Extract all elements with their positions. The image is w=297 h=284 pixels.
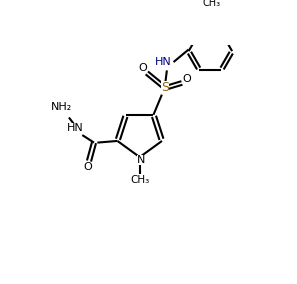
Text: O: O — [183, 74, 191, 84]
Text: HN: HN — [67, 123, 84, 133]
Text: CH₃: CH₃ — [202, 0, 220, 8]
Text: O: O — [138, 63, 147, 73]
Text: S: S — [161, 82, 169, 95]
Text: CH₃: CH₃ — [130, 175, 149, 185]
Text: O: O — [83, 162, 92, 172]
Text: HN: HN — [155, 57, 172, 67]
Text: NH₂: NH₂ — [51, 103, 72, 112]
Text: N: N — [137, 154, 146, 165]
